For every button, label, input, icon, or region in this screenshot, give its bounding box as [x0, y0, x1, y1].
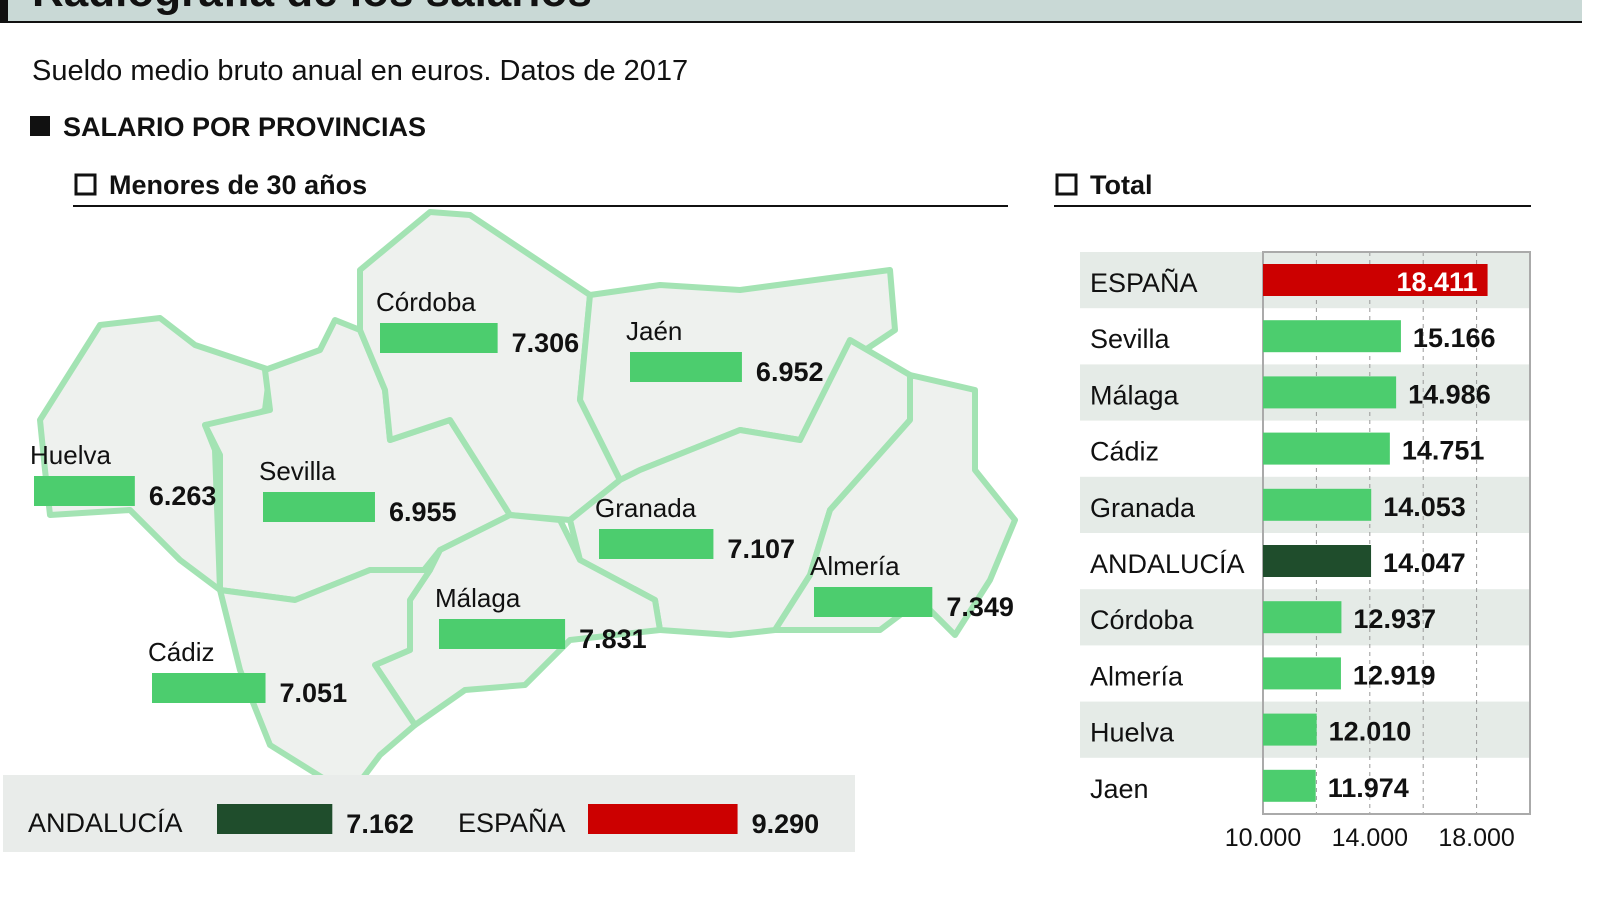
chart-mark [74, 173, 97, 196]
chart-title: Total [1090, 170, 1153, 200]
category-label: Jaen [1090, 774, 1149, 804]
bar [630, 352, 742, 382]
bar [34, 476, 135, 506]
bar [1263, 376, 1397, 409]
value-label: 6.955 [389, 497, 457, 527]
bar [380, 323, 498, 353]
category-label: ANDALUCÍA [1090, 549, 1245, 579]
x-tick-label: 18.000 [1438, 824, 1514, 852]
province-label: Granada [595, 493, 697, 523]
category-label: Almería [1090, 661, 1184, 691]
category-label: Granada [1090, 493, 1196, 523]
bar [217, 804, 333, 834]
province-label: Almería [810, 551, 900, 581]
value-label: 15.166 [1413, 323, 1496, 353]
bar [814, 587, 933, 617]
value-label: 6.952 [756, 357, 824, 387]
value-label: 7.107 [727, 534, 795, 564]
province-label: Málaga [435, 583, 521, 613]
value-label: 14.986 [1408, 379, 1491, 409]
section-title: SALARIO POR PROVINCIAS [63, 112, 426, 142]
value-label: 6.263 [149, 481, 217, 511]
bar [1263, 545, 1372, 577]
x-tick-label: 10.000 [1225, 824, 1301, 852]
province-label: Córdoba [376, 287, 476, 317]
value-label: 7.349 [946, 592, 1014, 622]
value-label: 11.974 [1328, 773, 1409, 803]
section-mark [30, 116, 50, 136]
bar [1263, 601, 1342, 634]
bar [1263, 769, 1316, 802]
bar [1263, 320, 1401, 353]
bar [588, 804, 738, 834]
bar [1263, 713, 1317, 746]
axis-frame [1262, 251, 1531, 815]
value-label: 9.290 [752, 809, 820, 839]
value-label: 7.051 [280, 678, 348, 708]
category-label: Sevilla [1090, 324, 1171, 354]
legend-label: ANDALUCÍA [28, 808, 183, 838]
title: Radiografía de los salarios [32, 0, 592, 16]
bar [1263, 264, 1488, 296]
bar [1263, 488, 1372, 521]
value-label: 14.053 [1383, 492, 1466, 522]
bar [263, 492, 375, 522]
bar [1263, 657, 1341, 690]
category-label: Córdoba [1090, 605, 1195, 635]
chart-mark [1055, 173, 1078, 196]
category-label: Huelva [1090, 718, 1175, 748]
province-label: Huelva [30, 440, 111, 470]
value-label: 7.306 [512, 328, 580, 358]
bar [1263, 432, 1390, 465]
province-label: Sevilla [259, 456, 336, 486]
value-label: 12.010 [1329, 717, 1412, 747]
chart-title: Menores de 30 años [109, 170, 367, 200]
map [37, 209, 1018, 798]
value-label: 14.751 [1402, 436, 1485, 466]
bar [599, 529, 714, 559]
x-tick-label: 14.000 [1332, 824, 1408, 852]
province-shape [217, 567, 433, 798]
value-label: 14.047 [1383, 548, 1466, 578]
subtitle: Sueldo medio bruto anual en euros. Datos… [32, 55, 688, 87]
value-label: 12.919 [1353, 660, 1436, 690]
header-mark [0, 0, 8, 22]
value-label: 7.831 [579, 624, 647, 654]
province-label: Jaén [626, 316, 682, 346]
category-label: Málaga [1090, 380, 1180, 410]
bar [439, 619, 566, 649]
province-label: Cádiz [148, 637, 214, 667]
bar [152, 673, 266, 703]
category-label: ESPAÑA [1090, 267, 1198, 298]
value-label: 18.411 [1396, 267, 1477, 297]
category-label: Cádiz [1090, 437, 1159, 467]
header-band [0, 0, 1582, 22]
value-label: 12.937 [1353, 604, 1436, 634]
legend-label: ESPAÑA [458, 807, 566, 838]
value-label: 7.162 [346, 809, 414, 839]
